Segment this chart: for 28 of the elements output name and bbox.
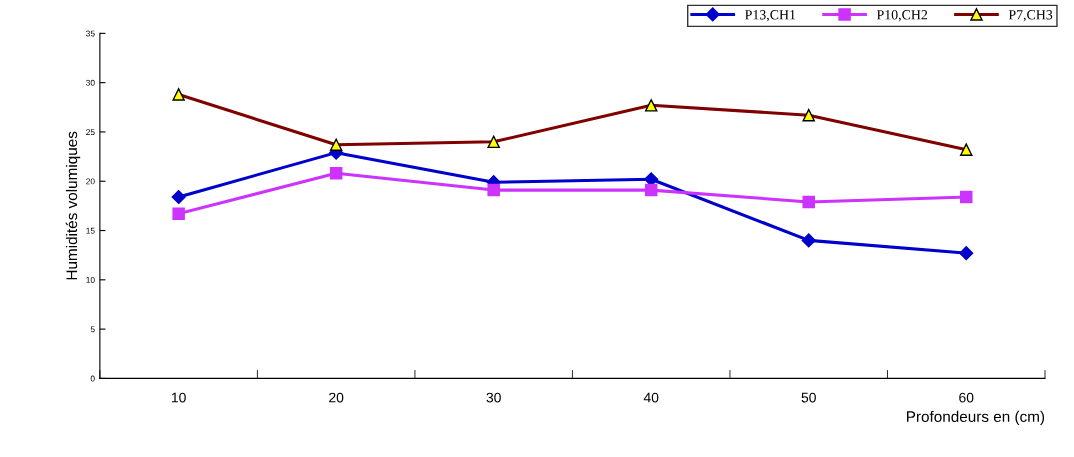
y-tick-label: 5 bbox=[90, 326, 95, 333]
y-tick-label: 35 bbox=[86, 30, 95, 37]
point bbox=[644, 183, 658, 197]
y-tick-label: 0 bbox=[90, 375, 95, 382]
point bbox=[171, 189, 186, 205]
point bbox=[329, 167, 343, 180]
point bbox=[172, 207, 185, 221]
y-axis-title: Humidités volumiques bbox=[65, 131, 81, 280]
x-axis-title: Profondeurs en (cm) bbox=[907, 410, 1045, 426]
x-tick-label: 50 bbox=[801, 392, 816, 403]
y-tick-label: 25 bbox=[86, 129, 95, 136]
point bbox=[959, 190, 973, 204]
x-tick-label: 10 bbox=[171, 392, 186, 403]
point bbox=[802, 195, 815, 209]
point bbox=[487, 183, 500, 197]
y-tick-label: 30 bbox=[86, 79, 95, 86]
y-tick-label: 15 bbox=[86, 227, 95, 234]
y-tick-label: 10 bbox=[86, 277, 95, 283]
point bbox=[801, 233, 816, 248]
legend-label: P10,CH2 bbox=[876, 10, 928, 22]
x-tick-label: 30 bbox=[486, 392, 501, 403]
y-tick-label: 20 bbox=[86, 178, 95, 185]
x-tick-label: 20 bbox=[329, 392, 344, 403]
legend-label: P13,CH1 bbox=[745, 10, 796, 22]
x-tick-label: 40 bbox=[643, 392, 659, 403]
x-tick-label: 60 bbox=[959, 392, 974, 403]
legend-label: P7,CH3 bbox=[1008, 10, 1053, 22]
point bbox=[959, 246, 974, 261]
